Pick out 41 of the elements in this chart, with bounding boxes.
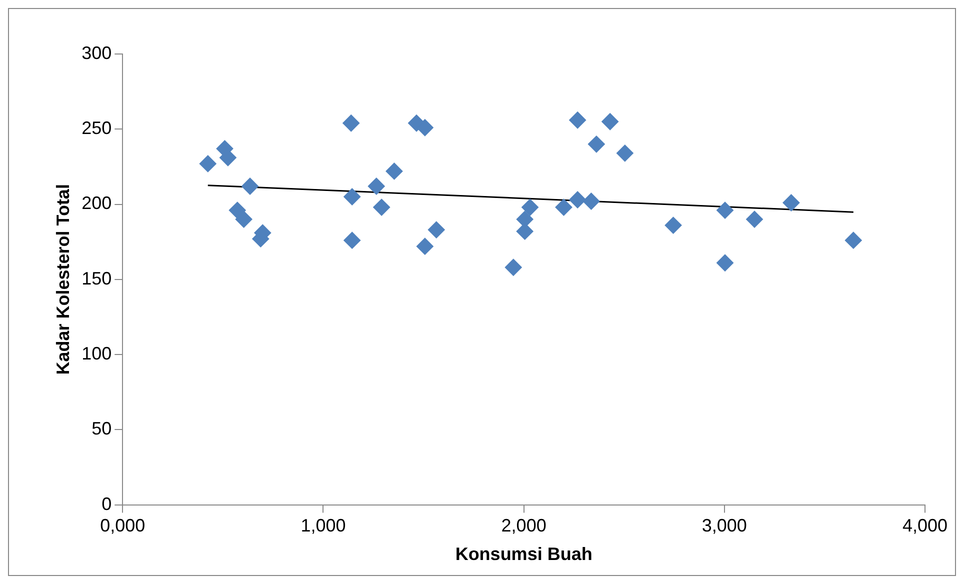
point — [522, 198, 539, 216]
point — [368, 178, 385, 195]
point — [569, 191, 586, 208]
point — [416, 238, 434, 255]
point — [344, 232, 361, 249]
point — [428, 221, 445, 238]
point — [588, 136, 605, 153]
y-tick-label: 50 — [92, 418, 112, 439]
point — [844, 232, 862, 249]
y-tick-label: 0 — [102, 494, 112, 514]
x-tick-label: 0,000 — [100, 516, 146, 536]
point — [569, 112, 586, 129]
point — [344, 188, 361, 206]
y-tick-label: 300 — [82, 42, 112, 63]
y-tick-label: 150 — [82, 268, 112, 288]
y-tick-label: 100 — [82, 344, 112, 364]
point — [235, 210, 252, 228]
point — [228, 202, 246, 219]
point — [582, 192, 600, 210]
point — [746, 210, 763, 228]
x-axis-title: Konsumsi Buah — [455, 544, 592, 564]
point — [664, 216, 682, 234]
point — [199, 155, 216, 172]
y-axis-title: Kadar Kolesterol Total — [52, 184, 73, 375]
point — [602, 113, 619, 130]
point — [504, 258, 522, 276]
x-tick-label: 2,000 — [501, 516, 546, 536]
x-tick-label: 1,000 — [300, 516, 346, 536]
point — [716, 254, 734, 272]
point — [782, 194, 800, 212]
point — [716, 202, 734, 219]
y-tick-label: 200 — [82, 193, 112, 214]
point — [555, 198, 572, 216]
point — [616, 144, 634, 162]
point — [386, 162, 403, 180]
point — [342, 114, 360, 132]
x-tick-label: 4,000 — [902, 516, 948, 536]
x-tick-label: 3,000 — [702, 516, 747, 536]
point — [373, 198, 390, 216]
point — [242, 178, 259, 195]
y-tick-label: 250 — [82, 118, 112, 138]
